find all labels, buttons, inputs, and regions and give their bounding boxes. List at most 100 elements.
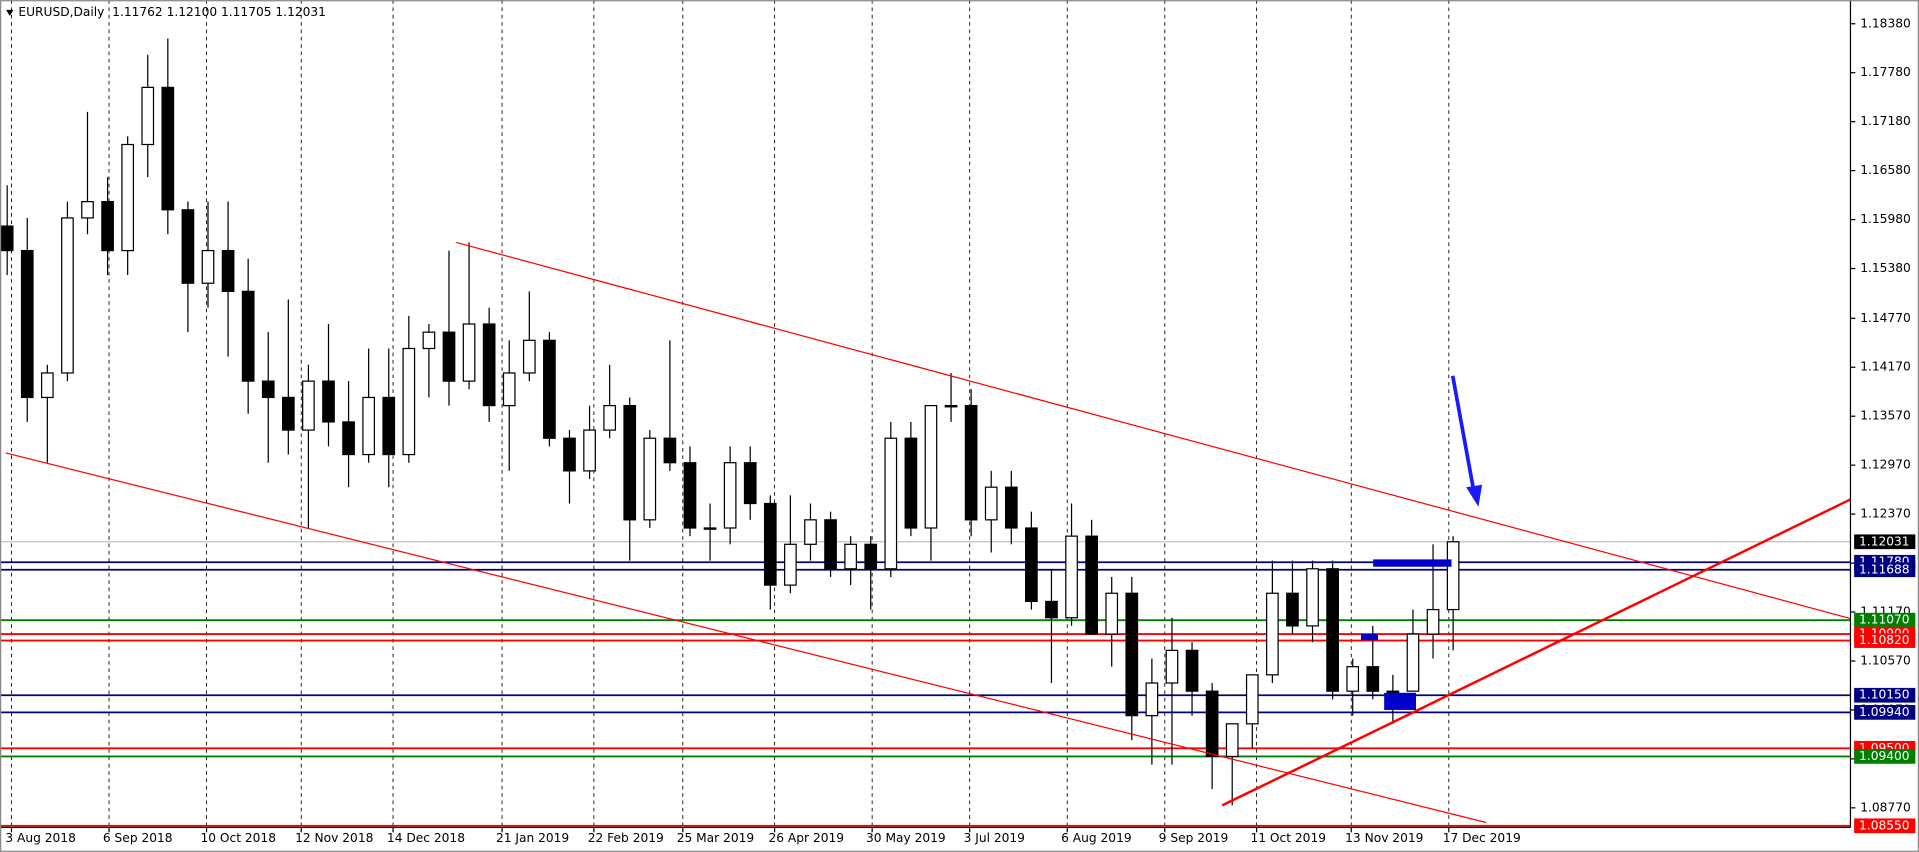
level-label-bg bbox=[1854, 705, 1916, 720]
candle-body bbox=[643, 437, 657, 521]
y-tick-label: 1.17180 bbox=[1860, 114, 1911, 128]
x-tick-label: 21 Jan 2019 bbox=[496, 831, 569, 845]
candle-body bbox=[924, 404, 938, 529]
current-price-label: 1.12031 bbox=[1859, 534, 1910, 548]
x-tick-label: 14 Dec 2018 bbox=[387, 831, 465, 845]
candle-body bbox=[1406, 633, 1420, 692]
x-tick-label: 3 Aug 2018 bbox=[5, 831, 76, 845]
x-tick-label: 25 Mar 2019 bbox=[677, 831, 754, 845]
candle-body bbox=[462, 323, 476, 382]
highlight-box bbox=[1384, 692, 1416, 710]
x-tick-label: 10 Oct 2018 bbox=[200, 831, 276, 845]
candle-body bbox=[241, 290, 255, 382]
arrow-head bbox=[1466, 484, 1483, 507]
annotations bbox=[1360, 375, 1483, 710]
arrow bbox=[1450, 375, 1476, 490]
level-label-bg bbox=[1854, 633, 1916, 648]
candle-body bbox=[944, 404, 958, 408]
level-label-bg bbox=[1854, 562, 1916, 578]
candle-body bbox=[1085, 535, 1098, 635]
candle-body bbox=[161, 86, 175, 211]
candle-body bbox=[1426, 608, 1440, 635]
candle-body bbox=[723, 462, 737, 529]
candle-body bbox=[1065, 535, 1078, 619]
x-tick-label: 22 Feb 2019 bbox=[588, 831, 664, 845]
y-tick-label: 1.16580 bbox=[1860, 163, 1911, 177]
candle-body bbox=[302, 380, 315, 431]
candle-body bbox=[121, 143, 135, 252]
candle-body bbox=[522, 339, 536, 374]
x-tick-label: 30 May 2019 bbox=[866, 831, 946, 845]
axes: 3 Aug 2018 6 Sep 2018 10 Oct 2018 12 Nov 20… bbox=[5, 16, 1916, 845]
candle-body bbox=[382, 396, 396, 456]
candle-body bbox=[1245, 674, 1259, 725]
candle-body bbox=[1165, 649, 1179, 684]
level-label: 1.10820 bbox=[1859, 633, 1910, 647]
candle-body bbox=[703, 527, 717, 530]
candles bbox=[0, 38, 1460, 806]
x-tick-label: 26 Apr 2019 bbox=[768, 831, 844, 845]
candle-body bbox=[563, 437, 576, 472]
candle-body bbox=[502, 372, 516, 407]
y-tick-label: 1.15380 bbox=[1860, 261, 1911, 275]
candle-body bbox=[20, 249, 34, 399]
candle-body bbox=[362, 396, 376, 456]
candle-body bbox=[1105, 592, 1119, 635]
levels bbox=[0, 541, 1851, 827]
candle-body bbox=[342, 421, 355, 456]
candle-body bbox=[1125, 592, 1139, 717]
chart-title: EURUSD,Daily 1.11762 1.12100 1.11705 1.1… bbox=[18, 5, 326, 19]
level-label-bg bbox=[1854, 687, 1916, 703]
candle-body bbox=[804, 519, 817, 545]
candle-body bbox=[181, 209, 195, 284]
candle-body bbox=[1205, 690, 1219, 758]
level-label: 1.08550 bbox=[1859, 818, 1910, 832]
level-label: 1.09940 bbox=[1859, 705, 1910, 719]
candle-body bbox=[984, 486, 998, 521]
candle-body bbox=[904, 437, 918, 529]
level-label: 1.10150 bbox=[1859, 688, 1910, 702]
y-tick-label: 1.17780 bbox=[1860, 65, 1911, 79]
x-tick-label: 9 Sep 2019 bbox=[1159, 831, 1229, 845]
candle-body bbox=[683, 462, 697, 529]
level-label: 1.09400 bbox=[1859, 749, 1910, 763]
candle-body bbox=[40, 372, 54, 399]
level-label-bg bbox=[1854, 749, 1916, 764]
candle-body bbox=[261, 380, 275, 399]
candle-body bbox=[1386, 690, 1400, 694]
candle-body bbox=[221, 249, 235, 292]
candle-body bbox=[442, 331, 456, 382]
candle-body bbox=[884, 437, 898, 570]
candle-body bbox=[623, 404, 637, 521]
x-tick-label: 6 Aug 2019 bbox=[1061, 831, 1132, 845]
candle-body bbox=[603, 404, 616, 431]
candle-body bbox=[0, 225, 14, 252]
highlight-box bbox=[1360, 634, 1379, 641]
y-tick-label: 1.12370 bbox=[1860, 507, 1911, 521]
trendline bbox=[5, 452, 1487, 824]
candle-body bbox=[844, 543, 857, 570]
trendline bbox=[1221, 498, 1852, 807]
level-label: 1.11070 bbox=[1859, 613, 1910, 627]
price-label-bg bbox=[1854, 534, 1916, 550]
y-tick-label: 1.14170 bbox=[1860, 360, 1911, 374]
candle-body bbox=[864, 543, 878, 570]
candle-body bbox=[1004, 486, 1018, 529]
candle-body bbox=[1145, 682, 1159, 717]
candle-body bbox=[964, 404, 978, 521]
candle-body bbox=[61, 217, 74, 374]
candle-body bbox=[422, 331, 436, 350]
candle-body bbox=[1286, 592, 1299, 627]
candle-body bbox=[1266, 592, 1279, 676]
y-tick-label: 1.10570 bbox=[1860, 653, 1911, 667]
trendline bbox=[456, 241, 1851, 620]
candle-body bbox=[763, 502, 777, 586]
candle-body bbox=[482, 323, 496, 407]
y-tick-label: 1.18380 bbox=[1860, 16, 1911, 30]
candle-body bbox=[663, 437, 677, 464]
candle-body bbox=[1346, 666, 1360, 692]
candle-body bbox=[1326, 568, 1339, 692]
